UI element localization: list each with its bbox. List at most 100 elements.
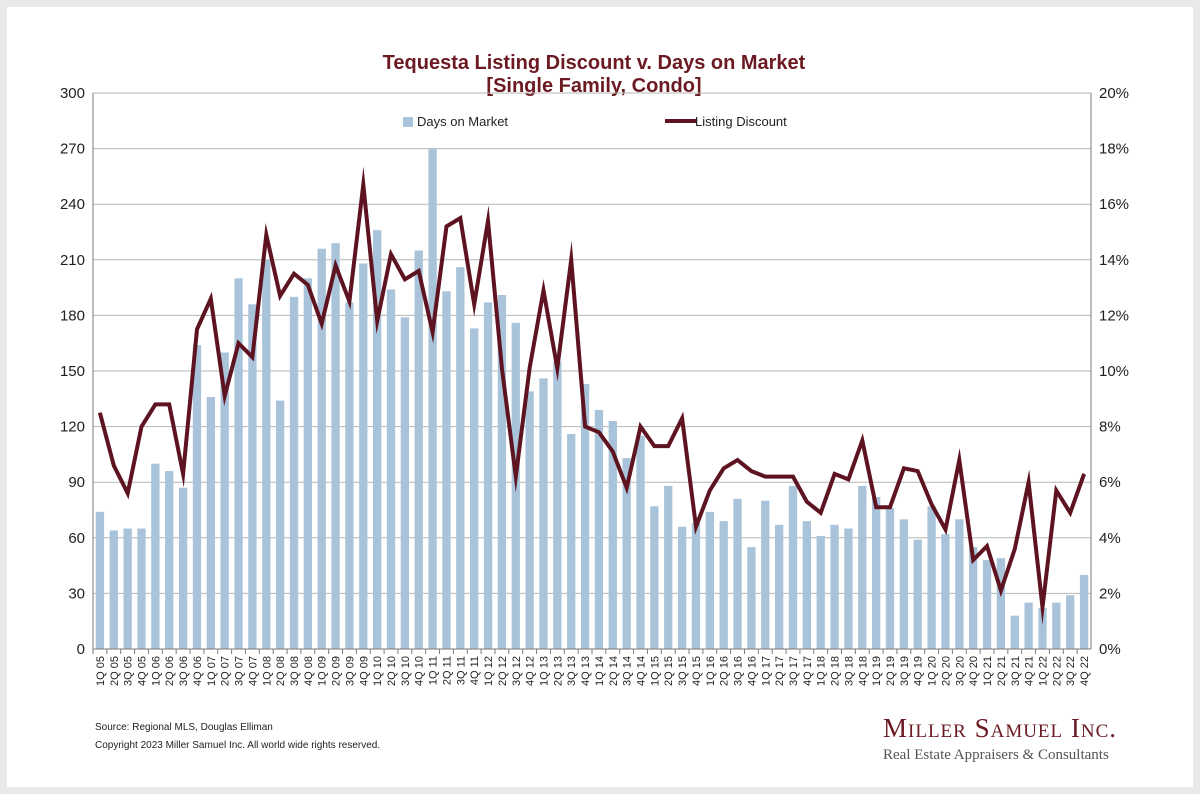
line-point — [168, 403, 170, 405]
line-point — [127, 492, 129, 494]
line-point — [556, 367, 558, 369]
line-point — [737, 459, 739, 461]
bar — [345, 302, 354, 649]
bar — [719, 521, 728, 649]
bar — [331, 243, 340, 649]
bar — [927, 506, 936, 649]
x-tick-label: 2Q 07 — [220, 656, 232, 686]
line-point — [418, 270, 420, 272]
x-tick-label: 2Q 13 — [552, 656, 564, 686]
line-point — [584, 426, 586, 428]
line-point — [487, 220, 489, 222]
x-tick-label: 3Q 08 — [289, 656, 301, 686]
bar — [955, 519, 964, 649]
bar — [553, 361, 562, 649]
x-tick-label: 2Q 08 — [275, 656, 287, 686]
line-point — [224, 395, 226, 397]
x-tick-label: 1Q 06 — [150, 656, 162, 686]
line-point — [1000, 590, 1002, 592]
x-tick-label: 1Q 20 — [927, 656, 939, 686]
x-tick-label: 1Q 14 — [594, 656, 606, 686]
bar — [761, 500, 770, 649]
line-point — [764, 476, 766, 478]
y-left-tick-label: 270 — [60, 141, 85, 158]
x-tick-label: 4Q 08 — [303, 656, 315, 686]
line-point — [1055, 490, 1057, 492]
y-left-tick-label: 0 — [77, 641, 85, 658]
bar — [151, 463, 160, 649]
chart-title-line-1: Tequesta Listing Discount v. Days on Mar… — [382, 52, 806, 74]
gridlines — [93, 92, 1091, 650]
x-tick-label: 3Q 21 — [1010, 656, 1022, 686]
line-point — [806, 501, 808, 503]
line-point — [113, 465, 115, 467]
line-point — [612, 451, 614, 453]
x-tick-label: 2Q 14 — [608, 656, 620, 686]
x-tick-label: 2Q 22 — [1051, 656, 1063, 686]
y-left-tick-label: 210 — [60, 252, 85, 269]
bar — [802, 521, 812, 649]
y-right-tick-label: 20% — [1099, 85, 1129, 102]
line-point — [626, 487, 628, 489]
bar — [733, 498, 742, 649]
y-right-tick-label: 4% — [1099, 530, 1121, 547]
x-tick-label: 4Q 09 — [358, 656, 370, 686]
line-point — [348, 301, 350, 302]
brand-tagline: Real Estate Appraisers & Consultants — [883, 747, 1109, 763]
bar — [220, 352, 229, 649]
x-tick-label: 3Q 05 — [123, 656, 135, 686]
bar — [996, 558, 1006, 649]
x-tick-label: 4Q 22 — [1079, 656, 1091, 686]
x-tick-label: 3Q 06 — [178, 656, 190, 686]
bar — [303, 278, 313, 649]
bar — [428, 148, 437, 649]
y-right-tick-label: 14% — [1099, 252, 1129, 269]
bar — [289, 296, 299, 649]
x-tick-label: 2Q 15 — [663, 656, 675, 686]
bar — [483, 302, 493, 649]
x-tick-label: 1Q 05 — [95, 656, 107, 686]
line-point — [1014, 548, 1016, 550]
bar — [456, 267, 465, 649]
y-right-tick-label: 0% — [1099, 641, 1121, 658]
x-tick-label: 3Q 20 — [954, 656, 966, 686]
line-point — [473, 303, 475, 305]
bar — [206, 396, 215, 649]
line-point — [709, 490, 711, 492]
x-tick-label: 4Q 13 — [580, 656, 592, 686]
line-point — [542, 289, 544, 291]
x-tick-label: 4Q 06 — [192, 656, 204, 686]
y-left-tick-label: 180 — [60, 307, 85, 324]
line-point — [515, 476, 517, 478]
bar — [788, 485, 798, 649]
bar — [178, 487, 188, 649]
bar — [1024, 602, 1033, 649]
x-tick-label: 2Q 11 — [441, 656, 453, 685]
line-point — [501, 367, 503, 369]
bar — [941, 534, 950, 649]
bar — [137, 528, 146, 649]
bar — [497, 295, 507, 649]
y-axis-right: 0% 2% 4% 6% 8% 10% 12% 14% 16% 18% 20% — [1090, 85, 1129, 658]
x-tick-label: 1Q 07 — [206, 656, 218, 686]
x-tick-label: 2Q 17 — [774, 656, 786, 686]
x-tick-label: 2Q 16 — [719, 656, 731, 686]
legend-label-listing-discount: Listing Discount — [695, 114, 787, 129]
bar — [386, 289, 396, 649]
line-point — [1028, 481, 1030, 483]
line-point — [293, 273, 295, 275]
x-tick-label: 1Q 08 — [261, 656, 273, 686]
bar — [123, 528, 132, 649]
line-point — [820, 512, 822, 514]
line-point — [695, 526, 697, 528]
bar — [774, 524, 784, 649]
bar — [899, 519, 909, 649]
line-point — [390, 253, 392, 255]
bar — [747, 547, 756, 649]
chart-card: Tequesta Listing Discount v. Days on Mar… — [7, 7, 1193, 787]
line-point — [681, 417, 683, 419]
line-point — [210, 298, 212, 300]
bar — [830, 524, 839, 649]
line-point — [141, 426, 143, 428]
x-tick-label: 4Q 18 — [857, 656, 869, 686]
